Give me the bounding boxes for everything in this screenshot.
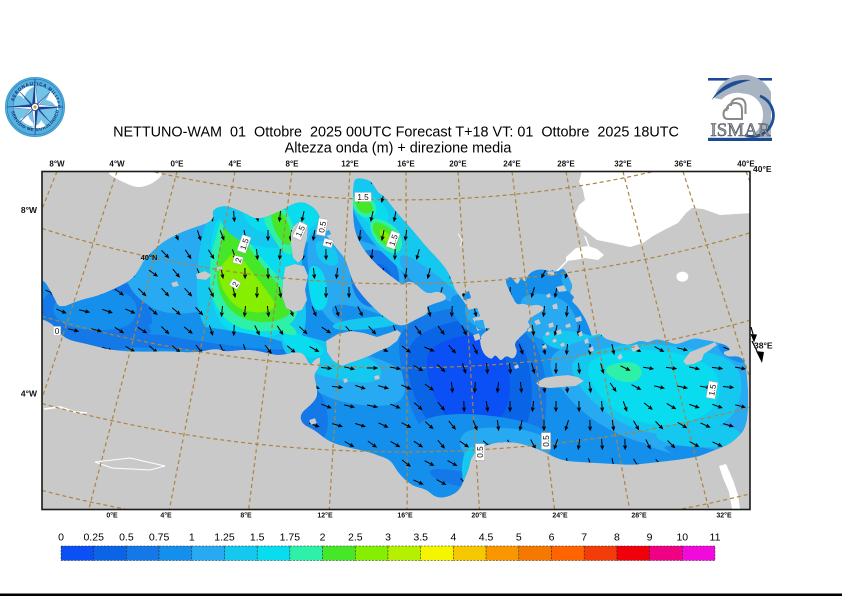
svg-text:4°W: 4°W <box>109 160 125 169</box>
svg-text:0: 0 <box>55 327 60 336</box>
svg-text:2: 2 <box>234 256 244 263</box>
svg-text:NETTUNO-WAM 01 Ottobre 2025: NETTUNO-WAM 01 Ottobre 2025 00UTC Foreca… <box>113 125 679 141</box>
svg-text:0: 0 <box>58 532 64 544</box>
svg-text:12°E: 12°E <box>341 160 359 169</box>
svg-text:32°E: 32°E <box>614 160 632 169</box>
svg-text:2: 2 <box>320 532 326 544</box>
svg-text:0.5: 0.5 <box>317 220 328 233</box>
svg-text:8°W: 8°W <box>49 160 65 169</box>
svg-text:0.5: 0.5 <box>476 446 485 458</box>
svg-text:20°E: 20°E <box>471 512 487 520</box>
svg-text:0°E: 0°E <box>106 512 118 520</box>
svg-text:9: 9 <box>647 532 653 544</box>
svg-text:4°W: 4°W <box>21 389 38 399</box>
svg-text:1.25: 1.25 <box>214 532 235 544</box>
svg-text:0.25: 0.25 <box>83 532 104 544</box>
svg-text:1.75: 1.75 <box>280 532 301 544</box>
svg-text:8°W: 8°W <box>21 205 38 215</box>
svg-text:4°E: 4°E <box>229 160 243 169</box>
svg-text:1.5: 1.5 <box>238 237 251 251</box>
svg-text:4°E: 4°E <box>160 512 172 520</box>
svg-text:11: 11 <box>710 532 721 544</box>
svg-text:28°E: 28°E <box>631 512 647 520</box>
svg-text:8: 8 <box>614 532 620 544</box>
svg-text:0.5: 0.5 <box>119 532 134 544</box>
svg-text:24°E: 24°E <box>552 512 568 520</box>
svg-text:4.5: 4.5 <box>479 532 494 544</box>
svg-text:4: 4 <box>450 532 456 544</box>
svg-text:40°E: 40°E <box>737 160 755 169</box>
svg-text:1.5: 1.5 <box>250 532 265 544</box>
svg-text:0.5: 0.5 <box>542 435 551 447</box>
svg-text:3.5: 3.5 <box>413 532 428 544</box>
svg-text:0°E: 0°E <box>171 160 185 169</box>
svg-text:1.5: 1.5 <box>387 233 400 247</box>
svg-text:1: 1 <box>189 532 195 544</box>
svg-text:1.5: 1.5 <box>357 193 369 202</box>
svg-text:7: 7 <box>581 532 587 544</box>
svg-text:16°E: 16°E <box>397 512 413 520</box>
svg-text:40°E: 40°E <box>753 164 772 174</box>
svg-text:8°E: 8°E <box>240 512 252 520</box>
svg-text:Altezza onda (m) + direzione m: Altezza onda (m) + direzione media <box>285 141 512 157</box>
svg-text:16°E: 16°E <box>397 160 415 169</box>
svg-text:ISMAR: ISMAR <box>710 120 771 141</box>
svg-text:5: 5 <box>516 532 522 544</box>
svg-text:6: 6 <box>549 532 555 544</box>
svg-text:2.5: 2.5 <box>348 532 363 544</box>
svg-text:10: 10 <box>676 532 688 544</box>
svg-text:20°E: 20°E <box>449 160 467 169</box>
svg-text:38°E: 38°E <box>754 341 773 351</box>
svg-text:3: 3 <box>385 532 391 544</box>
svg-text:24°E: 24°E <box>503 160 521 169</box>
svg-text:0.75: 0.75 <box>149 532 170 544</box>
svg-text:36°E: 36°E <box>674 160 692 169</box>
svg-text:12°E: 12°E <box>317 512 333 520</box>
svg-text:2: 2 <box>231 280 241 289</box>
svg-text:40°N: 40°N <box>141 253 158 262</box>
svg-text:1.5: 1.5 <box>707 383 718 396</box>
svg-text:28°E: 28°E <box>557 160 575 169</box>
svg-text:32°E: 32°E <box>716 512 732 520</box>
svg-text:8°E: 8°E <box>286 160 300 169</box>
svg-text:1: 1 <box>324 239 334 246</box>
